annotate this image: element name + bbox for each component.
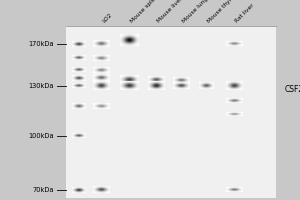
Text: LO2: LO2 [102, 12, 113, 24]
Text: Mouse thymus: Mouse thymus [207, 0, 241, 24]
Text: Mouse spleen: Mouse spleen [129, 0, 161, 24]
Text: CSF2RB: CSF2RB [285, 85, 300, 94]
Text: Rat liver: Rat liver [234, 3, 255, 24]
Text: Mouse liver: Mouse liver [156, 0, 184, 24]
Text: 70kDa: 70kDa [32, 187, 54, 193]
Text: 130kDa: 130kDa [28, 83, 54, 89]
Text: 100kDa: 100kDa [28, 133, 54, 139]
Text: 170kDa: 170kDa [28, 41, 54, 47]
Text: Mouse lung: Mouse lung [182, 0, 209, 24]
Bar [66, 26, 276, 198]
